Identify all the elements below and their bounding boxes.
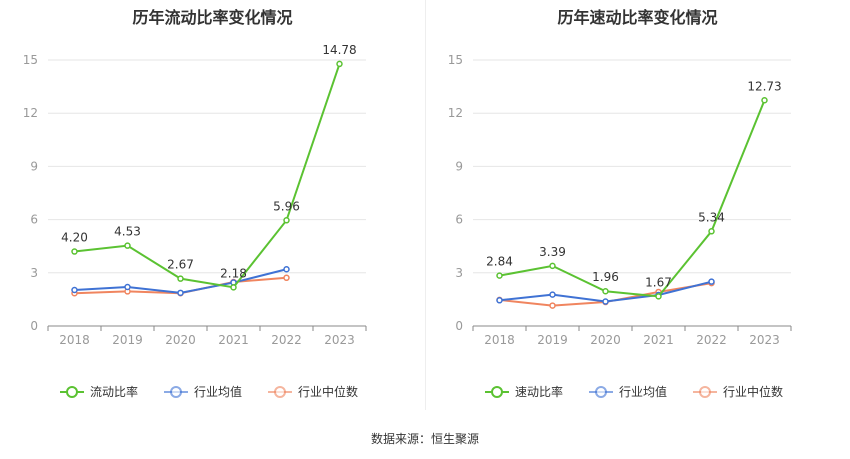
y-tick-label: 3	[455, 266, 463, 280]
data-point[interactable]	[230, 284, 237, 291]
data-point[interactable]	[549, 291, 556, 298]
data-point[interactable]	[336, 60, 343, 68]
current-ratio-chart: 历年流动比率变化情况 0 3 6 9 12 15 2018 2019 2020 2021 2022 2…	[0, 0, 425, 420]
data-point[interactable]	[71, 248, 78, 255]
legend-marker-icon	[66, 386, 78, 398]
chart-title: 历年流动比率变化情况	[132, 8, 293, 27]
x-tick-label: 2019	[112, 333, 143, 347]
x-tick-label: 2019	[537, 333, 568, 347]
y-tick-label: 6	[455, 213, 463, 227]
y-tick-label: 0	[455, 319, 463, 333]
x-tick-label: 2020	[165, 333, 196, 347]
current-ratio-plot: 0 3 6 9 12 15 2018 2019 2020 2021 2022 2023 4.20 4.53…	[23, 43, 367, 399]
series-line-0	[74, 63, 341, 289]
series-line-0	[499, 99, 766, 298]
data-label: 2.67	[167, 258, 194, 272]
x-tick-label: 2021	[643, 333, 674, 347]
y-tick-label: 0	[30, 319, 38, 333]
legend-marker-icon	[491, 386, 503, 398]
chart-title: 历年速动比率变化情况	[557, 8, 718, 27]
legend-label: 行业中位数	[298, 384, 358, 399]
data-label: 3.39	[539, 245, 566, 259]
legend-label: 速动比率	[515, 384, 563, 399]
data-label: 5.34	[698, 210, 725, 224]
data-point[interactable]	[708, 228, 715, 235]
data-point[interactable]	[549, 302, 556, 309]
x-tick-label: 2018	[484, 333, 515, 347]
quick-ratio-plot: 0 3 6 9 12 15 2018 2019 2020 2021 2022 2023 2.84 3.39…	[448, 53, 792, 399]
data-point[interactable]	[124, 283, 131, 291]
data-point[interactable]	[602, 298, 609, 305]
data-label: 1.96	[592, 270, 619, 284]
x-tick-label: 2020	[590, 333, 621, 347]
x-tick-label: 2021	[218, 333, 249, 347]
legend-marker-icon	[170, 386, 182, 398]
y-tick-label: 3	[30, 266, 38, 280]
legend-item-2[interactable]: 行业中位数	[268, 384, 358, 399]
data-point[interactable]	[602, 287, 609, 295]
legend-marker-icon	[274, 386, 286, 398]
legend-marker-icon	[699, 386, 711, 398]
legend-label: 流动比率	[90, 384, 138, 399]
data-point[interactable]	[283, 266, 290, 273]
x-tick-label: 2018	[59, 333, 90, 347]
legend-item-0[interactable]: 流动比率	[60, 384, 138, 399]
data-point[interactable]	[496, 297, 503, 304]
legend-item-2[interactable]: 行业中位数	[693, 384, 783, 399]
data-point[interactable]	[283, 274, 290, 282]
data-source-footer: 数据来源：恒生聚源	[370, 432, 479, 446]
legend-marker-icon	[595, 386, 607, 398]
data-point[interactable]	[283, 217, 290, 224]
legend-label: 行业均值	[194, 384, 242, 399]
panel-divider	[425, 0, 426, 410]
data-point[interactable]	[71, 286, 78, 294]
data-point[interactable]	[177, 275, 184, 282]
data-label: 12.73	[747, 79, 781, 93]
data-label: 4.20	[61, 231, 88, 245]
data-point[interactable]	[655, 293, 662, 300]
x-tick-label: 2022	[271, 333, 302, 347]
legend-item-0[interactable]: 速动比率	[485, 384, 563, 399]
x-tick-label: 2023	[749, 333, 780, 347]
legend-label: 行业均值	[619, 384, 667, 399]
y-tick-label: 15	[448, 53, 463, 67]
y-tick-label: 9	[30, 159, 38, 173]
legend-item-1[interactable]: 行业均值	[589, 384, 667, 399]
data-point[interactable]	[708, 278, 715, 285]
quick-ratio-chart: 历年速动比率变化情况 0 3 6 9 12 15 2018 2019 2020 2021 2022 2…	[425, 0, 850, 420]
y-tick-label: 12	[448, 106, 463, 120]
y-tick-label: 9	[455, 159, 463, 173]
x-tick-label: 2022	[696, 333, 727, 347]
data-point[interactable]	[549, 262, 556, 270]
data-point[interactable]	[496, 272, 503, 279]
legend-label: 行业中位数	[723, 384, 783, 399]
legend-item-1[interactable]: 行业均值	[164, 384, 242, 399]
y-tick-label: 15	[23, 53, 38, 67]
data-label: 5.96	[273, 199, 300, 213]
x-tick-label: 2023	[324, 333, 355, 347]
data-label: 2.84	[486, 255, 513, 269]
data-point[interactable]	[761, 97, 768, 104]
data-label: 2.18	[220, 266, 247, 280]
data-label: 4.53	[114, 225, 141, 239]
data-point[interactable]	[177, 289, 184, 297]
data-label: 1.67	[645, 275, 672, 289]
data-point[interactable]	[124, 242, 131, 249]
data-label: 14.78	[322, 43, 356, 57]
y-tick-label: 12	[23, 106, 38, 120]
y-tick-label: 6	[30, 213, 38, 227]
